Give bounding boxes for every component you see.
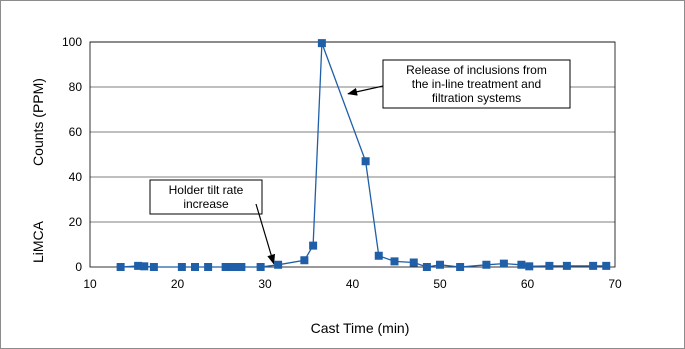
data-point [525, 262, 534, 271]
y-tick-label: 60 [69, 125, 83, 139]
y-tick-label: 0 [75, 260, 82, 274]
annotation-text: Holder tilt rate [169, 183, 244, 197]
data-point [409, 258, 418, 267]
data-point [499, 259, 508, 268]
x-tick-label: 10 [83, 277, 97, 291]
data-point [317, 39, 326, 48]
data-point [309, 241, 318, 250]
annotation-text: filtration systems [432, 91, 521, 105]
annotation-text: increase [183, 197, 229, 211]
data-point [374, 251, 383, 260]
annotation-arrow [255, 203, 276, 265]
data-point [140, 262, 149, 271]
data-point [589, 261, 598, 270]
x-tick-label: 20 [171, 277, 185, 291]
plot-area [89, 41, 616, 268]
x-tick-label: 40 [346, 277, 360, 291]
axes: 0 20 40 60 80 100 10 20 30 40 50 60 70 [62, 35, 622, 291]
data-point [221, 263, 230, 271]
data-series [116, 39, 611, 271]
data-point [116, 263, 125, 271]
data-point [204, 263, 213, 271]
data-point [545, 261, 554, 270]
x-tick-label: 30 [258, 277, 272, 291]
data-point [191, 263, 199, 271]
data-point [149, 263, 158, 271]
data-point [256, 263, 265, 271]
y-axis-title-part-1: LiMCA [30, 220, 46, 263]
y-tick-label: 100 [62, 35, 82, 49]
data-point [517, 260, 526, 269]
data-point [177, 263, 186, 271]
annotation-arrow [347, 85, 384, 96]
y-tick-label: 20 [69, 215, 83, 229]
annotation-text: the in-line treatment and [412, 77, 541, 91]
x-tick-label: 50 [433, 277, 447, 291]
data-point [274, 260, 283, 269]
y-tick-label: 80 [69, 80, 83, 94]
y-axis-title-part-2: Counts (PPM) [30, 78, 46, 166]
data-point [233, 263, 241, 271]
data-point [602, 261, 611, 270]
x-tick-label: 60 [521, 277, 535, 291]
data-point [361, 157, 370, 166]
data-point [482, 260, 491, 269]
data-point [422, 263, 431, 271]
annotation-box [149, 179, 263, 215]
data-point [562, 261, 571, 270]
data-point [456, 263, 465, 271]
x-axis-title: Cast Time (min) [311, 320, 410, 336]
y-tick-label: 40 [69, 170, 83, 184]
data-point [300, 256, 309, 265]
data-point [134, 261, 143, 270]
data-point [237, 263, 246, 271]
x-tick-label: 70 [608, 277, 622, 291]
data-point [390, 257, 399, 266]
data-point [436, 260, 444, 269]
annotation-text: Release of inclusions from [406, 63, 547, 77]
data-point [227, 263, 236, 271]
annotation-box [382, 59, 571, 109]
